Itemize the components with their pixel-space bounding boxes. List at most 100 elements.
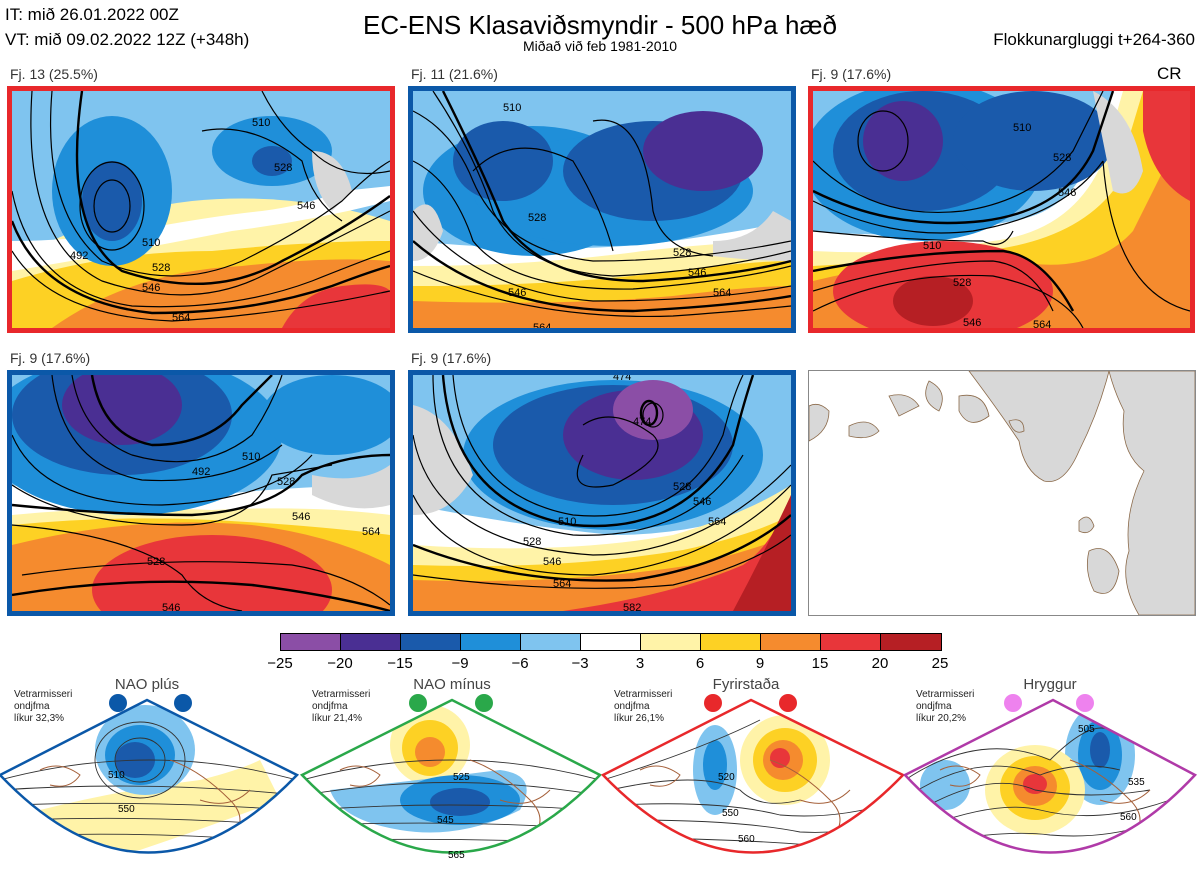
regime-fan-nao-minus xyxy=(302,700,600,853)
colorbar-tick: −15 xyxy=(387,655,413,672)
cluster-map-4: 492 510 528 546 564 528 546 xyxy=(7,370,395,616)
panel-1-label: Fj. 13 (25.5%) xyxy=(10,66,98,82)
contour-label: 510 xyxy=(1013,122,1031,134)
contour-label: 546 xyxy=(963,317,981,328)
contour-label: 510 xyxy=(503,102,521,114)
colorbar-segment xyxy=(581,634,641,650)
contour-label: 528 xyxy=(274,162,292,174)
contour-label: 564 xyxy=(362,526,380,538)
panel-3-label: Fj. 9 (17.6%) xyxy=(811,66,892,82)
panel-2-label: Fj. 11 (21.6%) xyxy=(411,66,498,82)
contour-label: 528 xyxy=(673,247,691,259)
contour-label: 546 xyxy=(297,200,315,212)
page-subtitle: Miðað við feb 1981-2010 xyxy=(522,38,678,54)
colorbar xyxy=(280,633,942,651)
colorbar-tick: 20 xyxy=(871,655,889,672)
colorbar-segment xyxy=(461,634,521,650)
contour-label: 560 xyxy=(738,834,755,845)
contour-label: 545 xyxy=(437,815,454,826)
regime-dot xyxy=(475,694,493,712)
colorbar-segment xyxy=(641,634,701,650)
cluster-map-5: 474 474 510 528 546 564 528 546 564 582 xyxy=(408,370,796,616)
colorbar-tick: 25 xyxy=(931,655,949,672)
contour-label: 560 xyxy=(1120,812,1137,823)
colorbar-segment xyxy=(881,634,941,650)
panel-5-label: Fj. 9 (17.6%) xyxy=(411,350,492,366)
contour-label: 528 xyxy=(523,536,541,548)
contour-label: 510 xyxy=(142,237,160,249)
regime-name-nao-plus: NAO plús xyxy=(114,676,180,693)
contour-label: 510 xyxy=(108,770,125,781)
colorbar-tick: 3 xyxy=(635,655,645,672)
contour-label: 550 xyxy=(722,808,739,819)
contour-label: 520 xyxy=(718,772,735,783)
contour-label: 565 xyxy=(448,850,465,861)
colorbar-segment xyxy=(401,634,461,650)
colorbar-segment xyxy=(521,634,581,650)
regime-dot xyxy=(174,694,192,712)
contour-label: 492 xyxy=(70,250,88,262)
cluster-map-1: 492 510 528 546 564 528 546 510 xyxy=(7,86,395,333)
contour-label: 564 xyxy=(553,578,571,590)
contour-label: 535 xyxy=(1128,777,1145,788)
cluster-map-2: 510 528 546 564 528 546 564 xyxy=(408,86,796,333)
cluster-map-3: 510 528 546 510 528 546 564 xyxy=(808,86,1195,333)
contour-label: 528 xyxy=(953,277,971,289)
contour-label: 564 xyxy=(172,312,190,324)
contour-label: 582 xyxy=(623,602,641,611)
contour-label: 528 xyxy=(277,476,295,488)
regime-info-nao-minus: Vetrarmisseri ondjfma líkur 21,4% xyxy=(312,689,371,724)
contour-label: 528 xyxy=(673,481,691,493)
colorbar-tick: −3 xyxy=(571,655,589,672)
regime-dot xyxy=(409,694,427,712)
regime-fans: 510 550 525 545 565 xyxy=(0,694,1198,861)
contour-label: 546 xyxy=(693,496,711,508)
regime-dot xyxy=(1004,694,1022,712)
contour-label: 525 xyxy=(453,772,470,783)
contour-label: 528 xyxy=(528,212,546,224)
page-title: EC-ENS Klasaviðsmyndir - 500 hPa hæð xyxy=(363,10,837,40)
classification-window: Flokkunargluggi t+264-360 xyxy=(993,30,1195,49)
contour-label: 546 xyxy=(162,602,180,611)
init-time: IT: mið 26.01.2022 00Z xyxy=(5,5,179,24)
regime-dot xyxy=(779,694,797,712)
regime-dot xyxy=(1076,694,1094,712)
regime-info-nao-plus: Vetrarmisseri ondjfma líkur 32,3% xyxy=(14,689,73,724)
colorbar-tick: −20 xyxy=(327,655,353,672)
cr-label: CR xyxy=(1157,64,1182,83)
contour-label: 546 xyxy=(142,282,160,294)
contour-label: 474 xyxy=(613,375,631,383)
colorbar-tick: 15 xyxy=(811,655,829,672)
contour-label: 528 xyxy=(147,556,165,568)
panel-4-label: Fj. 9 (17.6%) xyxy=(10,350,91,366)
regime-fan-nao-plus xyxy=(0,700,297,853)
contour-label: 564 xyxy=(533,322,551,328)
regime-info-blocking: Vetrarmisseri ondjfma líkur 26,1% xyxy=(614,689,673,724)
colorbar-segment xyxy=(821,634,881,650)
colorbar-segment xyxy=(281,634,341,650)
contour-label: 546 xyxy=(508,287,526,299)
contour-label: 546 xyxy=(688,267,706,279)
contour-label: 564 xyxy=(713,287,731,299)
contour-label: 564 xyxy=(708,516,726,528)
contour-label: 492 xyxy=(192,466,210,478)
contour-label: 550 xyxy=(118,804,135,815)
regime-dot xyxy=(109,694,127,712)
regime-name-ridge: Hryggur xyxy=(1023,676,1077,693)
contour-label: 510 xyxy=(242,451,260,463)
colorbar-tick: 6 xyxy=(695,655,705,672)
regime-dot xyxy=(704,694,722,712)
regime-fan-ridge xyxy=(905,700,1195,853)
colorbar-segment xyxy=(761,634,821,650)
regime-name-nao-minus: NAO mínus xyxy=(413,676,491,693)
regime-info-ridge: Vetrarmisseri ondjfma líkur 20,2% xyxy=(916,689,975,724)
contour-label: 505 xyxy=(1078,724,1095,735)
contour-label: 546 xyxy=(292,511,310,523)
colorbar-tick: −9 xyxy=(451,655,469,672)
colorbar-tick: −25 xyxy=(267,655,293,672)
contour-label: 528 xyxy=(1053,152,1071,164)
contour-label: 510 xyxy=(923,240,941,252)
regime-name-blocking: Fyrirstaða xyxy=(712,676,780,693)
contour-label: 510 xyxy=(252,117,270,129)
contour-label: 510 xyxy=(558,516,576,528)
